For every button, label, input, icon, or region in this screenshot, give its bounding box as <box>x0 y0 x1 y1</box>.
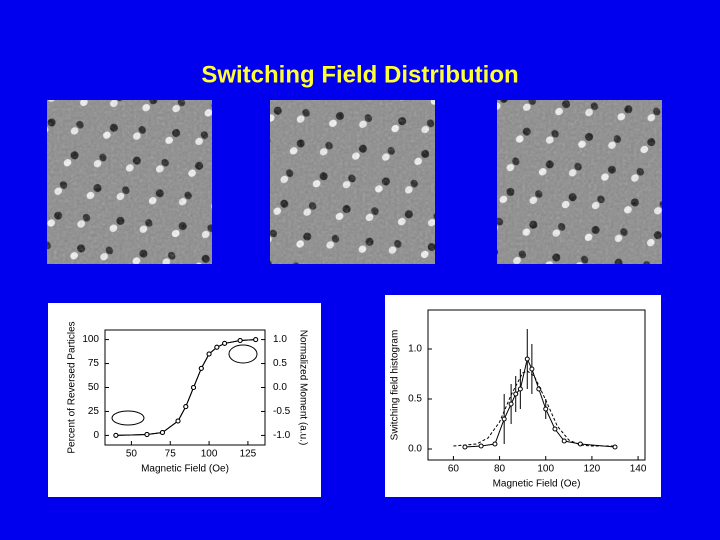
x-axis-label: Magnetic Field (Oe) <box>141 464 229 475</box>
y-tick-label: 0.0 <box>408 444 422 455</box>
x-tick-label: 125 <box>240 449 257 460</box>
data-point <box>478 443 484 449</box>
chart-panel <box>48 303 321 497</box>
x-tick-label: 80 <box>494 464 506 475</box>
series-line <box>453 370 615 447</box>
data-point <box>552 426 558 432</box>
y2-axis-label: Normalized Moment (a.u.) <box>297 330 308 446</box>
data-point <box>612 444 618 450</box>
data-point <box>214 344 220 350</box>
y-tick-label: 0.5 <box>408 394 422 405</box>
data-point <box>253 337 259 343</box>
data-point <box>144 431 150 437</box>
mfm-image <box>47 100 212 264</box>
data-point <box>113 432 119 438</box>
data-point <box>222 340 228 346</box>
slide-title: Switching Field Distribution <box>201 61 518 88</box>
chart-panel <box>385 295 661 497</box>
y2-tick-label: 0.5 <box>273 358 287 369</box>
mfm-image <box>497 100 662 264</box>
y2-tick-label: 1.0 <box>273 334 287 345</box>
data-point <box>529 366 535 372</box>
x-tick-label: 60 <box>448 464 460 475</box>
y-tick-label: 25 <box>88 406 100 417</box>
data-point <box>198 365 204 371</box>
plot-frame <box>427 309 646 461</box>
y-tick-label: 50 <box>88 382 100 393</box>
data-point <box>561 438 567 444</box>
x-tick-label: 140 <box>630 464 647 475</box>
x-tick-label: 100 <box>201 449 218 460</box>
data-point <box>183 404 189 410</box>
x-axis-label: Magnetic Field (Oe) <box>493 479 581 490</box>
y-axis-label: Switching field histogram <box>390 330 401 441</box>
mfm-image <box>270 100 435 264</box>
x-tick-label: 50 <box>126 449 138 460</box>
x-tick-label: 75 <box>165 449 177 460</box>
x-tick-label: 120 <box>584 464 601 475</box>
data-point <box>492 441 498 447</box>
data-point <box>543 406 549 412</box>
data-point <box>508 401 514 407</box>
data-point <box>159 430 165 436</box>
x-tick-label: 100 <box>537 464 554 475</box>
y-axis-label: Percent of Reversed Particles <box>67 321 78 453</box>
y2-tick-label: 0.0 <box>273 382 287 393</box>
annotation-ellipse <box>111 410 145 426</box>
y-tick-label: 100 <box>82 334 99 345</box>
y-tick-label: 75 <box>88 358 100 369</box>
y2-tick-label: -1.0 <box>273 430 291 441</box>
y-tick-label: 1.0 <box>408 344 422 355</box>
data-point <box>237 338 243 344</box>
data-point <box>501 416 507 422</box>
data-point <box>513 391 519 397</box>
y2-tick-label: -0.5 <box>273 406 291 417</box>
y-tick-label: 0 <box>93 430 99 441</box>
data-point <box>206 351 212 357</box>
annotation-ellipse <box>228 344 258 364</box>
data-point <box>524 356 530 362</box>
data-point <box>517 386 523 392</box>
data-point <box>191 385 197 390</box>
data-point <box>175 418 181 424</box>
series-line <box>115 339 256 436</box>
